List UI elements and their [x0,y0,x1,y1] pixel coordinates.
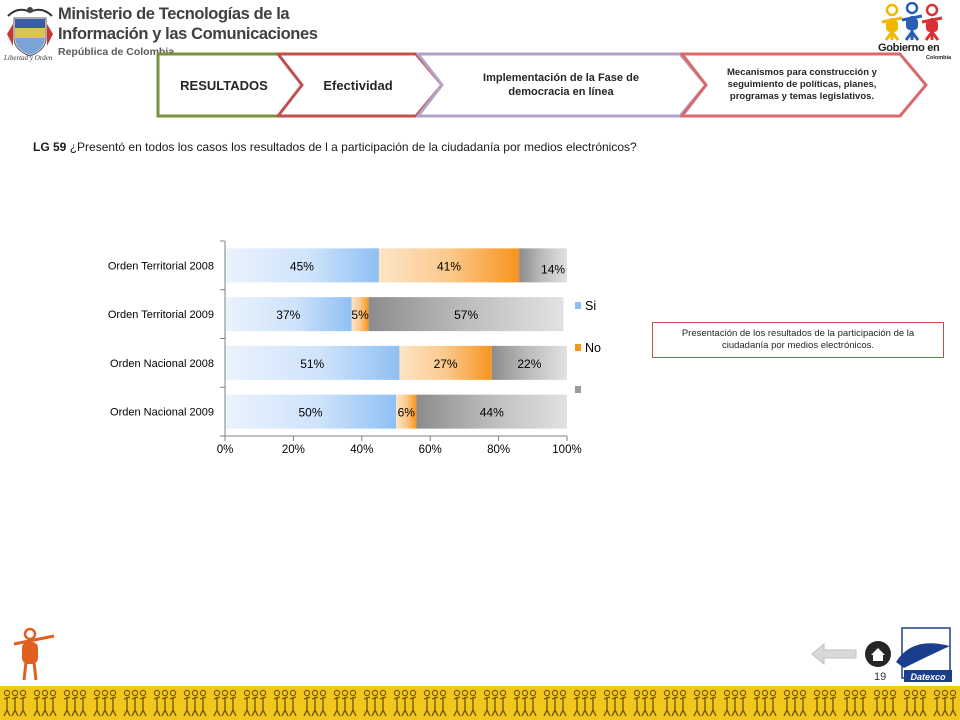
data-label: 57% [454,308,478,322]
legend-label: Si [585,299,596,313]
data-label: 14% [541,262,565,276]
data-label: 44% [480,406,504,420]
question: LG 59 ¿Presentó en todos los casos los r… [33,140,733,154]
bar-other [416,394,567,429]
tab-implementacion-label: Implementación de la Fase de democracia … [483,72,639,98]
back-arrow-icon[interactable] [810,642,858,666]
ministry-line-3: República de Colombia [58,46,175,58]
category-label: Orden Territorial 2009 [108,309,214,321]
datexco-logo-icon: Datexco [896,627,952,682]
person-mascot-icon [13,627,55,681]
data-label: 45% [290,259,314,273]
data-label: 6% [398,406,416,420]
bar-other [519,248,567,283]
legend-swatch [575,302,581,309]
legend-swatch [575,386,581,393]
people-pattern-icon [3,689,957,717]
tab-implementacion[interactable]: Implementación de la Fase de democracia … [416,52,710,118]
bar-other [491,345,567,380]
bar-no [351,297,369,332]
bar-no [396,394,417,429]
bar-si [225,248,379,283]
question-text: ¿Presentó en todos los casos los resulta… [69,140,637,154]
x-tick-label: 80% [487,444,510,456]
data-label: 41% [437,259,461,273]
data-label: 5% [351,308,369,322]
ministry-line-1: Ministerio de Tecnologías de la [58,5,290,23]
bar-no [378,248,520,283]
x-tick-label: 40% [350,444,373,456]
tab-resultados[interactable]: RESULTADOS [156,52,308,118]
shield-caption: Libertad y Orden [4,54,53,62]
ministry-title: Ministerio de Tecnologías de la Informac… [58,6,318,58]
home-icon[interactable] [864,640,892,668]
tab-efectividad-label: Efectividad [323,77,393,93]
data-label: 50% [298,406,322,420]
x-tick-label: 60% [419,444,442,456]
note-box: Presentación de los resultados de la par… [652,322,944,358]
data-label: 37% [276,308,300,322]
coat-of-arms-icon [7,7,53,57]
tab-mecanismos-label: Mecanismos para construcción y seguimien… [727,67,877,102]
category-label: Orden Nacional 2008 [110,358,214,370]
tab-mecanismos[interactable]: Mecanismos para construcción y seguimien… [680,52,930,118]
category-label: Orden Nacional 2009 [110,407,214,419]
people-logo-icon [881,1,943,41]
category-label: Orden Territorial 2008 [108,260,214,272]
question-number: LG 59 [33,140,67,154]
svg-text:Datexco: Datexco [910,672,946,682]
page-number: 19 [874,671,887,683]
bar-si [225,394,396,429]
x-tick-label: 100% [552,444,581,456]
ministry-line-2: Información y las Comunicaciones [58,25,318,43]
data-label: 27% [434,357,458,371]
x-tick-label: 20% [282,444,305,456]
tab-efectividad[interactable]: Efectividad [276,52,446,118]
data-label: 22% [517,357,541,371]
bar-other [368,297,564,332]
decorative-people-strip [0,686,960,720]
data-label: 51% [300,357,324,371]
x-tick-label: 0% [217,444,234,456]
gov-logo-sub: Colombia [926,55,952,61]
bar-no [399,345,492,380]
bar-si [225,297,352,332]
bar-si [225,345,400,380]
tab-resultados-label: RESULTADOS [180,77,268,93]
legend-swatch [575,344,581,351]
legend-label: No [585,341,601,355]
